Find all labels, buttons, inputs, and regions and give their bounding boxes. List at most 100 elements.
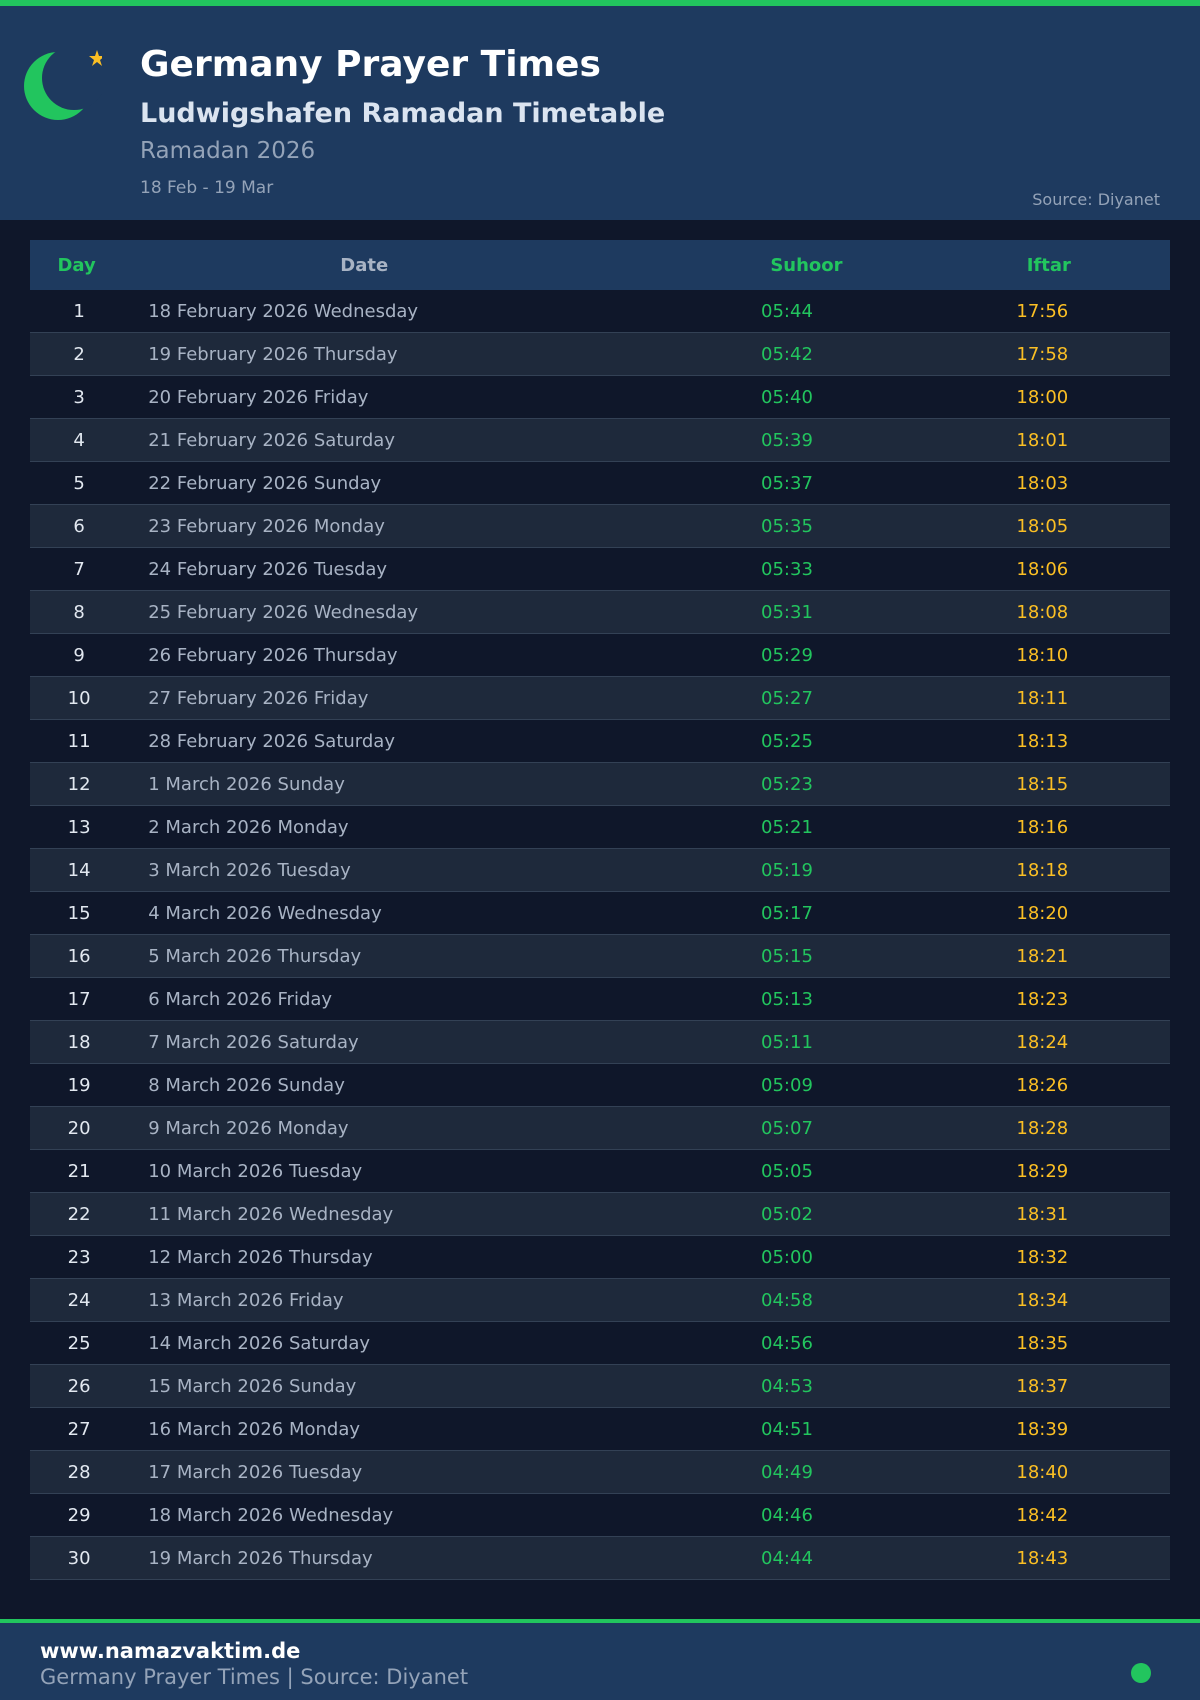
date-cell: 24 February 2026 Tuesday [148, 558, 388, 580]
timetable: Day Date Suhoor Iftar 1 18 February 2026 … [30, 240, 1170, 1580]
day-cell: 30 [67, 1547, 91, 1569]
date-cell: 11 March 2026 Wednesday [148, 1203, 394, 1225]
date-cell: 18 March 2026 Wednesday [148, 1504, 394, 1526]
suhoor-cell: 05:15 [761, 945, 813, 967]
suhoor-cell: 05:27 [761, 687, 813, 709]
iftar-cell: 18:21 [1016, 945, 1069, 967]
table-row: 27 16 March 2026 Monday 04:51 18:39 [30, 1408, 1170, 1451]
table-row: 8 25 February 2026 Wednesday 05:31 18:08 [30, 591, 1170, 634]
footer: www.namazvaktim.de Germany Prayer Times … [0, 1623, 1200, 1700]
date-range: 18 Feb - 19 Mar [140, 178, 274, 198]
footer-website-link[interactable]: www.namazvaktim.de [40, 1639, 301, 1663]
suhoor-cell: 04:46 [761, 1504, 813, 1526]
table-header: Day Date Suhoor Iftar [30, 240, 1170, 290]
day-cell: 4 [73, 429, 85, 451]
date-cell: 4 March 2026 Wednesday [148, 902, 382, 924]
table-row: 7 24 February 2026 Tuesday 05:33 18:06 [30, 548, 1170, 591]
table-row: 25 14 March 2026 Saturday 04:56 18:35 [30, 1322, 1170, 1365]
suhoor-cell: 05:44 [761, 300, 813, 322]
table-row: 9 26 February 2026 Thursday 05:29 18:10 [30, 634, 1170, 677]
day-cell: 1 [73, 300, 85, 322]
date-cell: 2 March 2026 Monday [148, 816, 349, 838]
date-cell: 14 March 2026 Saturday [148, 1332, 371, 1354]
table-row: 28 17 March 2026 Tuesday 04:49 18:40 [30, 1451, 1170, 1494]
source-label: Source: Diyanet [1032, 190, 1160, 209]
suhoor-cell: 05:21 [761, 816, 813, 838]
date-cell: 19 February 2026 Thursday [148, 343, 398, 365]
page-subtitle: Ludwigshafen Ramadan Timetable [140, 98, 666, 129]
suhoor-cell: 05:29 [761, 644, 813, 666]
table-row: 18 7 March 2026 Saturday 05:11 18:24 [30, 1021, 1170, 1064]
iftar-cell: 18:43 [1016, 1547, 1069, 1569]
iftar-cell: 18:16 [1016, 816, 1069, 838]
suhoor-cell: 05:07 [761, 1117, 813, 1139]
suhoor-cell: 05:13 [761, 988, 813, 1010]
date-cell: 25 February 2026 Wednesday [148, 601, 419, 623]
suhoor-cell: 04:44 [761, 1547, 813, 1569]
day-cell: 7 [73, 558, 85, 580]
column-header-date: Date [340, 254, 389, 276]
table-row: 29 18 March 2026 Wednesday 04:46 18:42 [30, 1494, 1170, 1537]
suhoor-cell: 04:51 [761, 1418, 813, 1440]
iftar-cell: 18:08 [1016, 601, 1069, 623]
date-cell: 15 March 2026 Sunday [148, 1375, 357, 1397]
suhoor-cell: 05:31 [761, 601, 813, 623]
suhoor-cell: 05:42 [761, 343, 813, 365]
suhoor-cell: 05:17 [761, 902, 813, 924]
suhoor-cell: 04:53 [761, 1375, 813, 1397]
suhoor-cell: 04:56 [761, 1332, 813, 1354]
table-row: 6 23 February 2026 Monday 05:35 18:05 [30, 505, 1170, 548]
day-cell: 23 [67, 1246, 91, 1268]
day-cell: 5 [73, 472, 85, 494]
period-label: Ramadan 2026 [140, 138, 316, 164]
date-cell: 10 March 2026 Tuesday [148, 1160, 363, 1182]
date-cell: 19 March 2026 Thursday [148, 1547, 373, 1569]
date-cell: 6 March 2026 Friday [148, 988, 333, 1010]
date-cell: 26 February 2026 Thursday [148, 644, 398, 666]
header: Germany Prayer Times Ludwigshafen Ramada… [0, 6, 1200, 220]
date-cell: 18 February 2026 Wednesday [148, 300, 419, 322]
date-cell: 27 February 2026 Friday [148, 687, 369, 709]
day-cell: 25 [67, 1332, 91, 1354]
table-row: 13 2 March 2026 Monday 05:21 18:16 [30, 806, 1170, 849]
iftar-cell: 18:01 [1016, 429, 1069, 451]
day-cell: 24 [67, 1289, 91, 1311]
day-cell: 14 [67, 859, 91, 881]
date-cell: 28 February 2026 Saturday [148, 730, 395, 752]
iftar-cell: 18:05 [1016, 515, 1069, 537]
suhoor-cell: 05:00 [761, 1246, 813, 1268]
iftar-cell: 18:28 [1016, 1117, 1069, 1139]
table-row: 20 9 March 2026 Monday 05:07 18:28 [30, 1107, 1170, 1150]
iftar-cell: 18:37 [1016, 1375, 1069, 1397]
footer-accent-bar [0, 1619, 1200, 1623]
table-row: 15 4 March 2026 Wednesday 05:17 18:20 [30, 892, 1170, 935]
suhoor-cell: 05:02 [761, 1203, 813, 1225]
table-row: 12 1 March 2026 Sunday 05:23 18:15 [30, 763, 1170, 806]
table-row: 10 27 February 2026 Friday 05:27 18:11 [30, 677, 1170, 720]
date-cell: 22 February 2026 Sunday [148, 472, 382, 494]
day-cell: 3 [73, 386, 85, 408]
day-cell: 10 [67, 687, 91, 709]
column-header-suhoor: Suhoor [770, 254, 843, 276]
suhoor-cell: 05:09 [761, 1074, 813, 1096]
day-cell: 9 [73, 644, 85, 666]
table-row: 1 18 February 2026 Wednesday 05:44 17:56 [30, 290, 1170, 333]
date-cell: 17 March 2026 Tuesday [148, 1461, 363, 1483]
date-cell: 16 March 2026 Monday [148, 1418, 361, 1440]
date-cell: 23 February 2026 Monday [148, 515, 385, 537]
suhoor-cell: 05:35 [761, 515, 813, 537]
table-row: 30 19 March 2026 Thursday 04:44 18:43 [30, 1537, 1170, 1580]
date-cell: 7 March 2026 Saturday [148, 1031, 359, 1053]
iftar-cell: 18:40 [1016, 1461, 1069, 1483]
top-accent-bar [0, 0, 1200, 6]
crescent-star-icon [24, 50, 102, 120]
iftar-cell: 17:58 [1016, 343, 1069, 365]
table-row: 11 28 February 2026 Saturday 05:25 18:13 [30, 720, 1170, 763]
suhoor-cell: 05:11 [761, 1031, 813, 1053]
iftar-cell: 18:06 [1016, 558, 1069, 580]
suhoor-cell: 04:58 [761, 1289, 813, 1311]
iftar-cell: 18:42 [1016, 1504, 1069, 1526]
status-dot-icon [1131, 1663, 1151, 1683]
day-cell: 19 [67, 1074, 91, 1096]
day-cell: 16 [67, 945, 91, 967]
